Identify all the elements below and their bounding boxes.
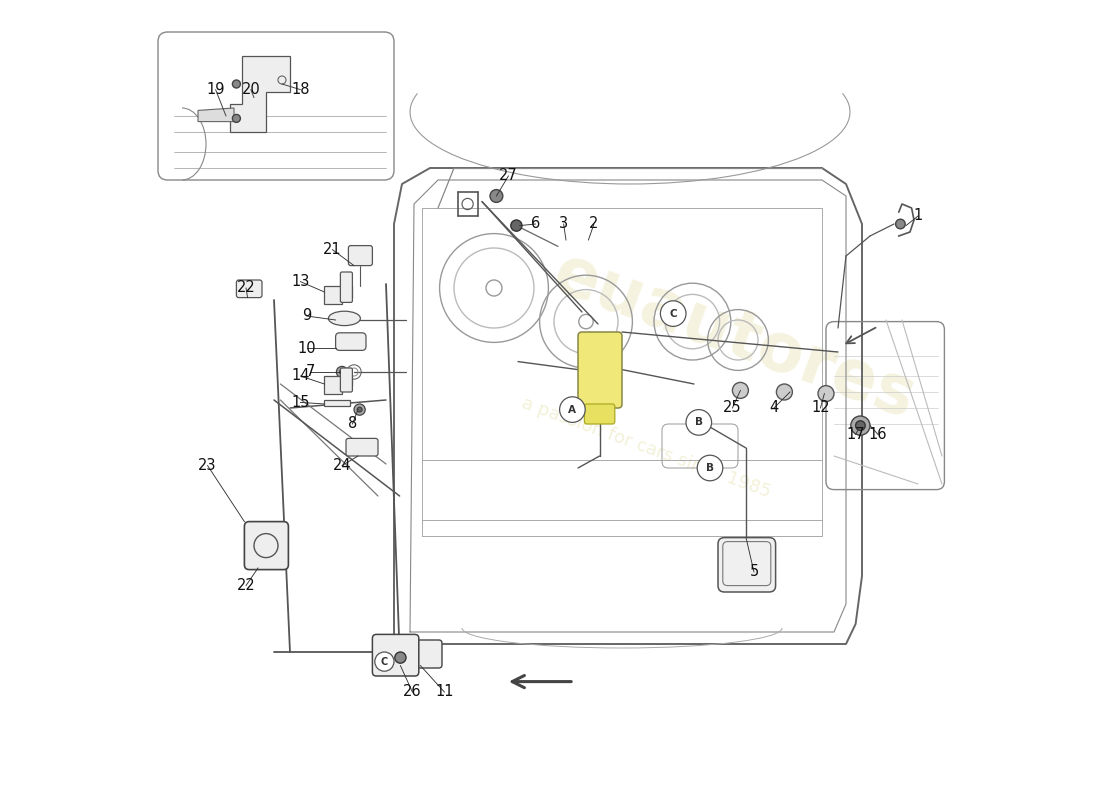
FancyBboxPatch shape [718, 538, 776, 592]
Text: 25: 25 [723, 401, 741, 415]
Text: 4: 4 [769, 401, 779, 415]
Text: 17: 17 [846, 427, 865, 442]
FancyBboxPatch shape [410, 640, 442, 668]
Text: 21: 21 [323, 242, 342, 257]
Text: B: B [706, 463, 714, 473]
Circle shape [232, 80, 241, 88]
Text: 20: 20 [241, 82, 261, 97]
Circle shape [354, 404, 365, 415]
Circle shape [510, 220, 522, 231]
Text: 26: 26 [403, 685, 421, 699]
Circle shape [895, 219, 905, 229]
Text: B: B [695, 418, 703, 427]
Circle shape [818, 386, 834, 402]
Polygon shape [230, 56, 290, 132]
Circle shape [660, 301, 686, 326]
FancyBboxPatch shape [346, 438, 378, 456]
Text: 5: 5 [749, 565, 759, 579]
Polygon shape [324, 376, 352, 394]
Circle shape [395, 652, 406, 663]
Text: 19: 19 [207, 82, 224, 97]
Text: 15: 15 [292, 395, 310, 410]
FancyBboxPatch shape [373, 634, 419, 676]
Circle shape [686, 410, 712, 435]
FancyBboxPatch shape [340, 272, 352, 302]
Text: 10: 10 [297, 341, 316, 355]
Circle shape [777, 384, 792, 400]
FancyBboxPatch shape [578, 332, 621, 408]
Text: A: A [569, 405, 576, 414]
Circle shape [358, 407, 362, 412]
Text: 27: 27 [499, 169, 518, 183]
Text: 23: 23 [198, 458, 217, 473]
Text: 11: 11 [436, 685, 453, 699]
Text: 12: 12 [811, 401, 829, 415]
Text: euautores: euautores [543, 240, 924, 432]
Polygon shape [324, 286, 352, 304]
Circle shape [733, 382, 748, 398]
Circle shape [560, 397, 585, 422]
Text: 24: 24 [332, 458, 351, 473]
Text: a passion for cars since 1985: a passion for cars since 1985 [519, 394, 773, 502]
Text: C: C [670, 309, 676, 318]
Text: 1: 1 [913, 209, 923, 223]
Text: 14: 14 [292, 369, 310, 383]
FancyBboxPatch shape [340, 368, 352, 392]
Circle shape [850, 416, 870, 435]
FancyBboxPatch shape [244, 522, 288, 570]
Text: 18: 18 [292, 82, 310, 97]
Text: 8: 8 [348, 417, 358, 431]
FancyBboxPatch shape [236, 280, 262, 298]
FancyBboxPatch shape [336, 333, 366, 350]
Text: C: C [381, 657, 388, 666]
Text: 13: 13 [292, 274, 309, 289]
Text: 22: 22 [236, 281, 255, 295]
FancyBboxPatch shape [584, 404, 615, 424]
Circle shape [697, 455, 723, 481]
Circle shape [340, 370, 344, 374]
FancyBboxPatch shape [349, 246, 373, 266]
Text: 6: 6 [531, 217, 540, 231]
Circle shape [375, 652, 394, 671]
Ellipse shape [329, 311, 361, 326]
Text: 9: 9 [302, 309, 311, 323]
Text: 22: 22 [236, 578, 255, 593]
Polygon shape [198, 108, 234, 122]
Text: 3: 3 [559, 217, 569, 231]
Text: 2: 2 [590, 217, 598, 231]
Polygon shape [324, 400, 350, 406]
Circle shape [490, 190, 503, 202]
Circle shape [232, 114, 241, 122]
Circle shape [856, 421, 866, 430]
Text: 16: 16 [869, 427, 888, 442]
Circle shape [337, 366, 348, 378]
Text: 7: 7 [306, 365, 315, 379]
